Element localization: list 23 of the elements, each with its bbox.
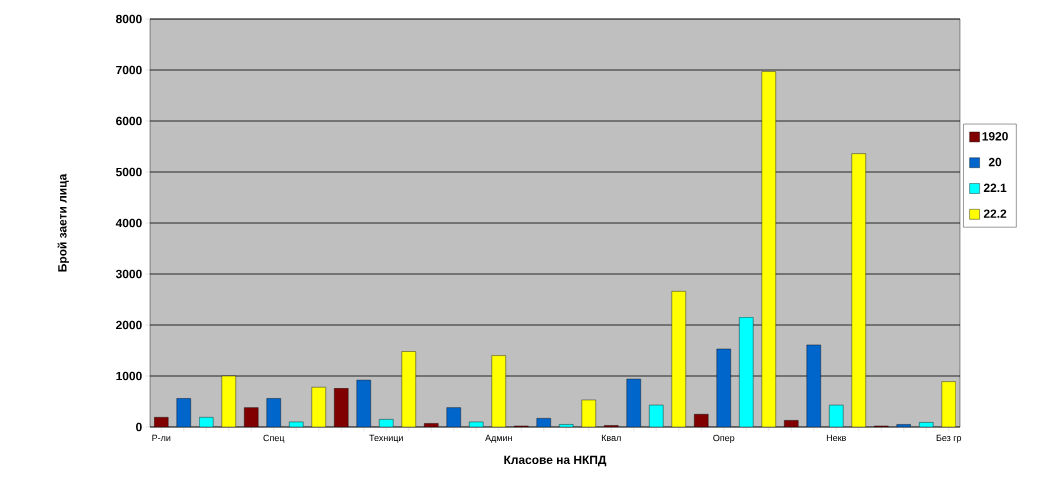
y-tick-label: 6000 (116, 116, 142, 126)
x-tick-label: Квал (601, 434, 621, 442)
x-tick-label: Без гр (936, 434, 962, 443)
y-tick-label: 3000 (115, 269, 142, 279)
x-tick-label: Некв (826, 434, 846, 442)
legend-label: 22.2 (983, 209, 1007, 218)
x-tick-label: Спец (263, 434, 285, 443)
y-tick-label: 2000 (116, 320, 142, 330)
y-tick-label: 4000 (115, 218, 142, 228)
x-tick-label: Опер (713, 434, 735, 443)
x-tick-label: Р-ли (152, 434, 171, 442)
legend-label: 1920 (982, 132, 1008, 141)
legend-label: 20 (988, 157, 1002, 167)
y-tick-label: 0 (136, 422, 142, 432)
x-tick-label: Админ (485, 434, 512, 443)
legend-label: 22.1 (983, 183, 1007, 192)
y-axis-title: Брой заети лица (57, 173, 69, 272)
y-tick-label: 5000 (116, 167, 142, 177)
y-tick-label: 8000 (116, 14, 142, 24)
x-tick-label: Техници (369, 434, 403, 443)
y-tick-label: 7000 (116, 65, 142, 75)
y-tick-label: 1000 (116, 371, 142, 381)
x-axis-title: Класове на НКПД (504, 455, 607, 467)
